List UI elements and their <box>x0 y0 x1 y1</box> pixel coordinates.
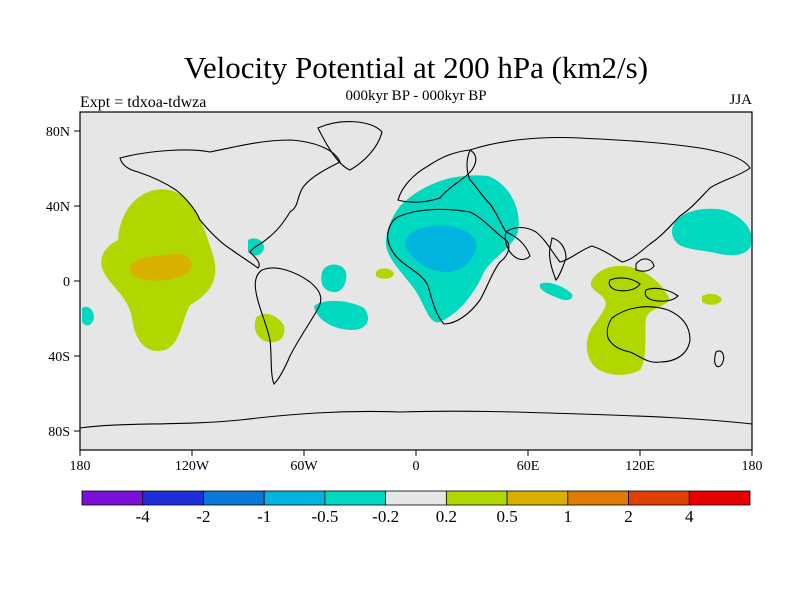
colorbar-label: 4 <box>685 507 694 526</box>
contour-west-pacific-positive <box>702 293 722 305</box>
colorbar-label: 0.5 <box>496 507 517 526</box>
contour-indian-ocean-negative <box>539 282 573 301</box>
x-tick-label: 180 <box>742 459 763 474</box>
chart-title: Velocity Potential at 200 hPa (km2/s) <box>183 50 649 85</box>
x-tick-label: 60W <box>290 459 318 474</box>
colorbar-label: 0.2 <box>436 507 457 526</box>
colorbar-label: 2 <box>624 507 633 526</box>
colorbar-label: -2 <box>196 507 210 526</box>
y-tick-label: 40N <box>46 200 70 215</box>
contour-maritime-positive <box>586 265 670 375</box>
contour-atlantic-negative-a <box>321 264 347 293</box>
y-tick-label: 80S <box>48 425 70 440</box>
colorbar-label: 1 <box>564 507 573 526</box>
colorbar-swatch <box>142 490 204 506</box>
colorbar-swatch <box>81 490 144 506</box>
contour-south-america-positive <box>254 313 285 343</box>
contour-atlantic-negative-b <box>314 300 368 330</box>
x-tick-label: 180 <box>70 459 91 474</box>
colorbar-swatch <box>445 490 508 506</box>
x-tick-label: 120E <box>625 459 655 474</box>
colorbar-swatch <box>203 490 265 506</box>
tick-marks <box>74 130 753 456</box>
chart-subtitle: 000kyr BP - 000kyr BP <box>345 88 487 104</box>
contour-nw-pacific-negative <box>671 208 752 256</box>
colorbar-label: -1 <box>257 507 271 526</box>
contour-pacific-core <box>130 254 192 281</box>
x-tick-label: 60E <box>517 459 540 474</box>
y-tick-labels: 80N 40N 0 40S 80S <box>46 125 70 440</box>
colorbar-swatch <box>506 490 569 506</box>
contour-west-africa-positive <box>376 268 394 279</box>
x-tick-label: 120W <box>175 459 210 474</box>
colorbar-swatch <box>567 490 629 506</box>
coastlines <box>80 121 752 429</box>
x-tick-label: 0 <box>413 459 420 474</box>
colorbar-swatch <box>628 490 690 506</box>
contour-east-pacific-negative <box>82 306 94 326</box>
colorbar-swatch <box>385 490 447 506</box>
y-tick-label: 0 <box>63 275 70 290</box>
colorbar-swatch <box>688 490 751 506</box>
colorbar: -4 -2 -1 -0.5 -0.2 0.2 0.5 1 2 4 <box>81 490 751 526</box>
y-tick-label: 80N <box>46 125 70 140</box>
contour-africa-core <box>405 225 477 272</box>
y-tick-label: 40S <box>48 350 70 365</box>
colorbar-swatch <box>263 490 326 506</box>
colorbar-label: -0.5 <box>311 507 338 526</box>
colorbar-label: -4 <box>136 507 151 526</box>
x-tick-labels: 180 120W 60W 0 60E 120E 180 <box>70 459 763 474</box>
colorbar-swatch <box>324 490 387 506</box>
experiment-label: Expt = tdxoa-tdwza <box>80 94 207 111</box>
colorbar-label: -0.2 <box>372 507 399 526</box>
season-label: JJA <box>729 92 752 108</box>
